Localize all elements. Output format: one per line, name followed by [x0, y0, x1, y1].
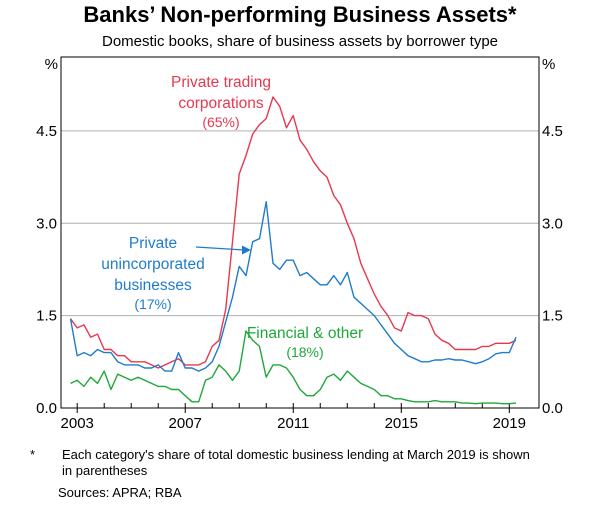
- series-line-1: [69, 96, 517, 369]
- sources-note: Sources: APRA; RBA: [58, 485, 182, 500]
- y-tick-label-left: 1.5: [36, 308, 57, 325]
- chart-title: Banks’ Non-performing Business Assets*: [83, 2, 517, 27]
- series-share-3: (18%): [286, 344, 323, 360]
- series-share-1: (65%): [202, 114, 239, 130]
- y-unit-label-left: %: [45, 56, 58, 73]
- y-tick-label-left: 0.0: [36, 400, 57, 417]
- y-tick-labels: 0.0 0.0 1.5 1.5 3.0 3.0 4.5 4.5%%: [36, 56, 563, 417]
- series-label-1: Private trading: [171, 74, 271, 91]
- x-tick-label: 2007: [169, 415, 202, 432]
- y-tick-label-right: 4.5: [542, 123, 563, 140]
- annotation-arrow-head: [242, 245, 251, 255]
- y-tick-label-right: 0.0: [542, 400, 563, 417]
- series-share-2: (17%): [134, 296, 171, 312]
- footnote-marker: *: [30, 447, 36, 462]
- x-ticks: 2003 2007 2011 2015 2019: [61, 403, 526, 432]
- series-lines: [69, 96, 517, 405]
- series-annotations: Private trading corporations (65%) Private u…: [101, 74, 363, 360]
- x-tick-label: 2019: [493, 415, 526, 432]
- plot-frame: [60, 56, 540, 409]
- series-label-2: businesses: [114, 277, 192, 294]
- y-tick-label-right: 3.0: [542, 215, 563, 232]
- y-tick-label-left: 4.5: [36, 123, 57, 140]
- y-tick-label-left: 3.0: [36, 215, 57, 232]
- x-tick-label: 2011: [277, 415, 309, 432]
- series-line-3: [70, 330, 517, 405]
- x-tick-label: 2003: [61, 415, 94, 432]
- annotation-arrow-line: [195, 246, 245, 251]
- series-line-2: [69, 200, 517, 372]
- series-label-2: unincorporated: [101, 256, 204, 273]
- chart-subtitle: Domestic books, share of business assets…: [101, 33, 498, 50]
- chart-svg: 2003 2007 2011 2015 2019 0.0 0.0 1.5 1.5 3.0 3.0 4…: [36, 56, 563, 432]
- series-label-2: Private: [129, 235, 177, 252]
- series-label-3: Financial & other: [247, 325, 363, 342]
- x-tick-label: 2015: [385, 415, 418, 432]
- gridlines: [61, 130, 539, 317]
- y-unit-label-right: %: [542, 56, 555, 73]
- y-tick-label-right: 1.5: [542, 308, 563, 325]
- footnote-text: Each category's share of total domestic …: [62, 447, 530, 478]
- series-label-1: corporations: [178, 95, 264, 112]
